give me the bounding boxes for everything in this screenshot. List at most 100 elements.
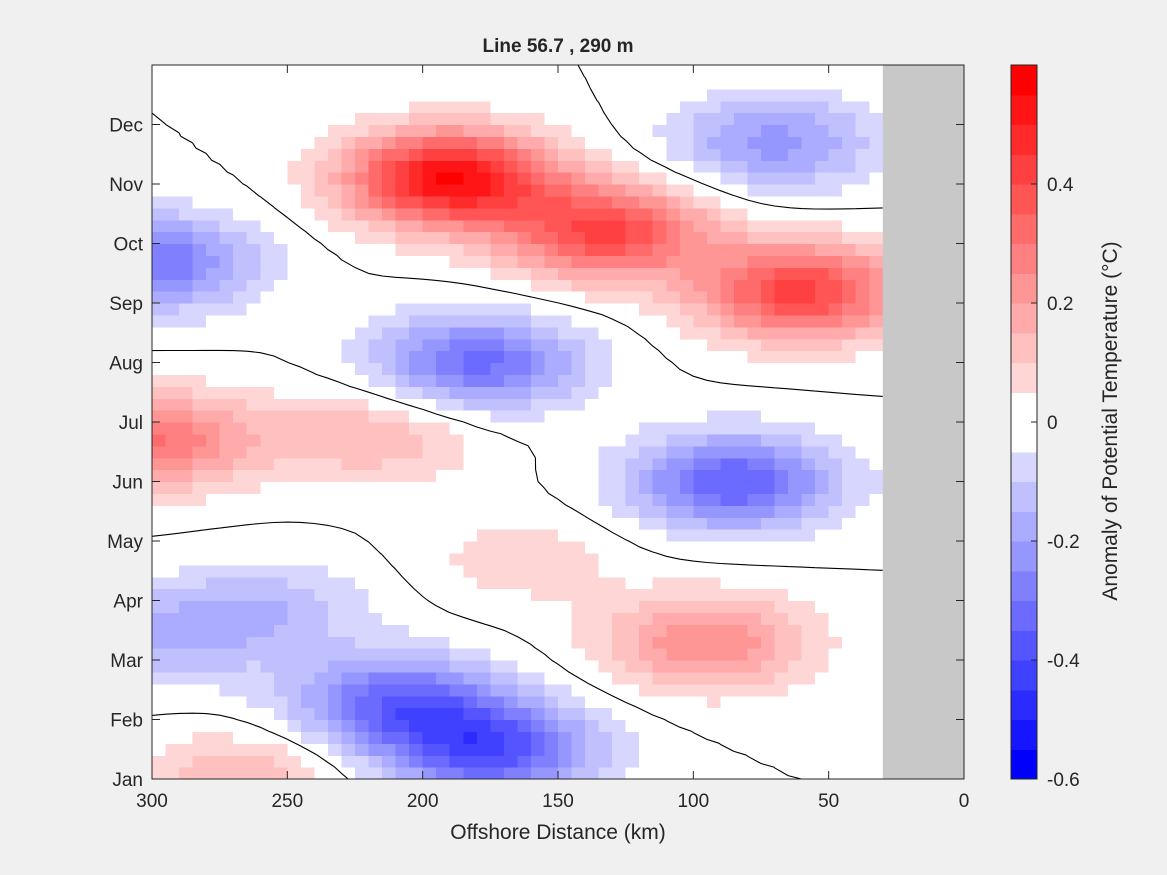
heatmap-cell [571,469,586,483]
heatmap-cell [233,481,248,494]
heatmap-cell [395,350,410,364]
heatmap-cell [355,136,370,149]
heatmap-cell [409,731,424,744]
heatmap-cell [558,267,573,280]
heatmap-cell [625,219,640,233]
heatmap-cell [788,636,803,649]
colorbar-swatch [1011,689,1037,720]
heatmap-cell [287,303,302,316]
heatmap-cell [368,303,383,316]
heatmap-cell [733,600,749,613]
heatmap-cell [855,445,870,459]
colorbar-swatch [1011,451,1037,482]
heatmap-cell [733,112,749,126]
heatmap-cell [409,505,424,518]
heatmap-cell [517,600,532,613]
heatmap-cell [612,124,627,137]
heatmap-cell [612,517,627,530]
heatmap-cell [788,612,803,625]
heatmap-cell [585,719,600,732]
heatmap-cell [395,255,410,268]
heatmap-cell [693,65,708,78]
heatmap-cell [233,648,248,661]
heatmap-cell [165,433,180,447]
heatmap-cell [327,124,343,137]
heatmap-cell [693,457,708,471]
heatmap-cell [314,326,329,340]
heatmap-cell [395,100,410,114]
heatmap-cell [219,386,234,399]
heatmap-cell [774,422,789,435]
heatmap-cell [855,65,870,78]
heatmap-cell [693,231,708,245]
heatmap-cell [517,326,532,340]
heatmap-cell [503,529,518,542]
heatmap-cell [598,422,613,435]
heatmap-cell [341,398,356,411]
heatmap-cell [449,541,464,554]
heatmap-cell [476,457,491,471]
heatmap-cell [869,267,884,280]
heatmap-cell [693,160,708,173]
heatmap-cell [341,410,356,423]
heatmap-cell [409,255,424,268]
heatmap-cell [219,505,234,518]
colorbar-swatch [1011,749,1037,780]
heatmap-cell [679,267,694,280]
heatmap-cell [855,160,870,173]
heatmap-cell [395,648,410,661]
heatmap-cell [625,267,640,280]
heatmap-cell [788,374,803,387]
heatmap-cell [855,422,870,435]
heatmap-cell [544,184,559,197]
heatmap-cell [219,588,234,602]
heatmap-cell [801,184,816,197]
heatmap-cell [774,303,789,316]
heatmap-cell [327,481,343,494]
heatmap-cell [842,564,857,578]
heatmap-cell [869,660,884,673]
heatmap-cell [476,719,491,732]
heatmap-cell [815,671,830,685]
heatmap-cell [490,600,505,613]
heatmap-cell [300,398,315,411]
heatmap-cell [530,350,546,364]
heatmap-cell [720,195,735,209]
heatmap-cell [815,219,830,233]
heatmap-cell [842,505,857,518]
heatmap-cell [179,160,194,173]
colorbar-swatch [1011,570,1037,601]
heatmap-cell [436,469,451,483]
heatmap-cell [327,695,343,709]
heatmap-cell [761,671,776,685]
heatmap-cell [273,457,288,471]
heatmap-cell [409,683,424,697]
heatmap-cell [747,148,762,161]
heatmap-cell [327,612,343,625]
heatmap-cell [855,148,870,161]
heatmap-cell [544,231,559,245]
heatmap-cell [558,481,573,494]
heatmap-cell [571,624,586,637]
heatmap-cell [422,326,437,340]
heatmap-cell [761,552,776,566]
heatmap-cell [747,338,762,352]
heatmap-cell [179,124,194,137]
heatmap-cell [246,481,261,494]
heatmap-cell [652,76,667,90]
heatmap-cell [382,124,397,137]
heatmap-cell [179,112,194,126]
heatmap-cell [693,600,708,613]
heatmap-cell [409,65,424,78]
heatmap-cell [842,493,857,506]
heatmap-cell [788,267,803,280]
heatmap-cell [192,481,207,494]
heatmap-cell [517,195,532,209]
heatmap-cell [774,374,789,387]
heatmap-cell [788,136,803,149]
heatmap-cell [828,481,843,494]
heatmap-cell [652,469,667,483]
heatmap-cell [530,600,546,613]
heatmap-cell [693,314,708,328]
